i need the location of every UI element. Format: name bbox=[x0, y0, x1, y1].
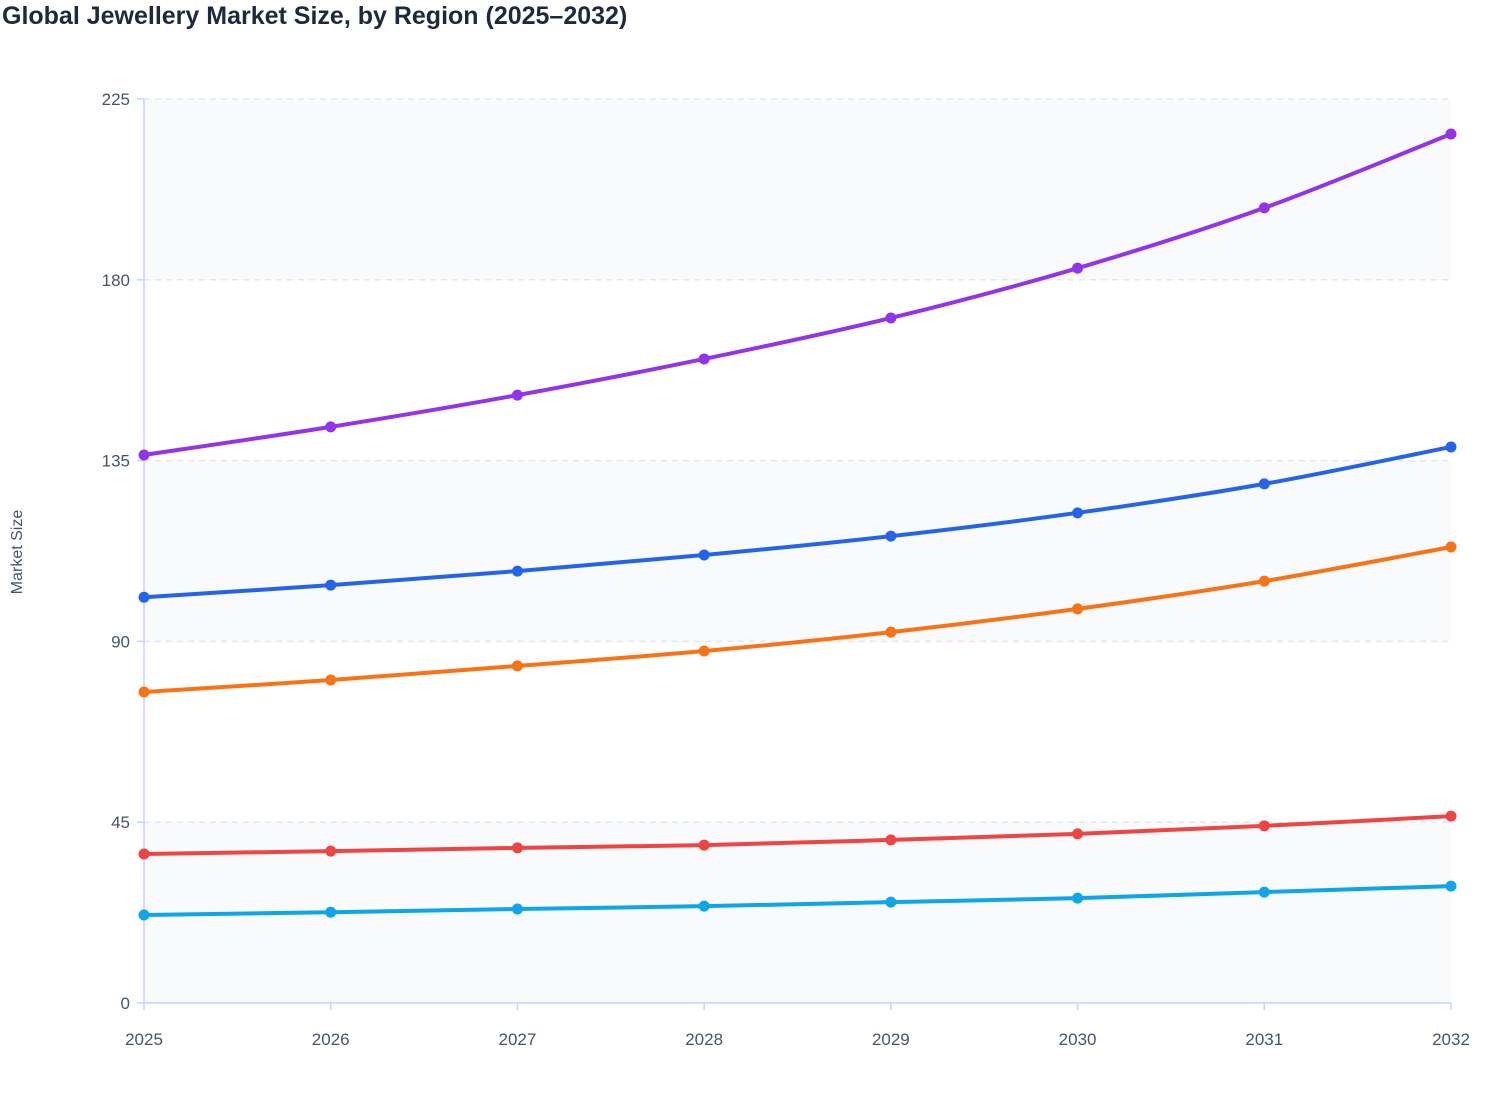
data-point bbox=[138, 686, 150, 698]
data-point bbox=[1072, 828, 1084, 840]
data-point bbox=[511, 903, 523, 915]
data-point bbox=[698, 353, 710, 365]
data-point bbox=[138, 848, 150, 860]
y-tick-label: 135 bbox=[102, 452, 130, 471]
series-line-2 bbox=[142, 444, 1453, 600]
data-point bbox=[885, 530, 897, 542]
background-bands bbox=[144, 99, 1451, 1003]
axes: 0 45 90 135 180 225 2025 2026 2027 2028 2029 2030 20… bbox=[102, 90, 1470, 1049]
y-tick-label: 0 bbox=[121, 994, 130, 1013]
x-tick-label: 2032 bbox=[1432, 1030, 1470, 1049]
data-point bbox=[698, 645, 710, 657]
data-point bbox=[511, 565, 523, 577]
data-point bbox=[1445, 541, 1457, 553]
data-point bbox=[1258, 820, 1270, 832]
data-point bbox=[325, 421, 337, 433]
data-point bbox=[885, 896, 897, 908]
y-axis-label: Market Size bbox=[9, 510, 26, 595]
data-point bbox=[325, 845, 337, 857]
series-line-4 bbox=[142, 814, 1453, 856]
x-tick-label: 2029 bbox=[872, 1030, 910, 1049]
background-band bbox=[144, 99, 1451, 280]
data-point bbox=[1445, 880, 1457, 892]
background-band bbox=[144, 460, 1451, 642]
data-point bbox=[1072, 262, 1084, 274]
series-line-1 bbox=[142, 131, 1453, 457]
data-point bbox=[138, 449, 150, 461]
x-tick-label: 2025 bbox=[125, 1030, 163, 1049]
data-point bbox=[1258, 478, 1270, 490]
data-point bbox=[138, 909, 150, 921]
data-point bbox=[698, 839, 710, 851]
data-point bbox=[1445, 441, 1457, 453]
series-lines bbox=[138, 128, 1457, 921]
series-line-3 bbox=[142, 544, 1453, 695]
data-point bbox=[1072, 507, 1084, 519]
x-tick-label: 2031 bbox=[1245, 1030, 1283, 1049]
data-point bbox=[1445, 810, 1457, 822]
data-point bbox=[325, 674, 337, 686]
series-line-5 bbox=[142, 884, 1453, 918]
data-point bbox=[698, 549, 710, 561]
data-point bbox=[511, 842, 523, 854]
y-tick-label: 225 bbox=[102, 90, 130, 109]
data-point bbox=[885, 834, 897, 846]
x-tick-label: 2026 bbox=[312, 1030, 350, 1049]
y-tick-label: 45 bbox=[111, 813, 130, 832]
data-point bbox=[1072, 892, 1084, 904]
x-tick-label: 2027 bbox=[499, 1030, 537, 1049]
y-tick-label: 180 bbox=[102, 271, 130, 290]
data-point bbox=[698, 900, 710, 912]
data-point bbox=[1258, 575, 1270, 587]
y-tick-label: 90 bbox=[111, 632, 130, 651]
data-point bbox=[511, 389, 523, 401]
data-point bbox=[1258, 886, 1270, 898]
data-point bbox=[325, 579, 337, 591]
data-point bbox=[885, 312, 897, 324]
data-point bbox=[325, 906, 337, 918]
x-tick-label: 2030 bbox=[1059, 1030, 1097, 1049]
data-point bbox=[1072, 603, 1084, 615]
data-point bbox=[1258, 202, 1270, 214]
data-point bbox=[138, 591, 150, 603]
data-point bbox=[1445, 128, 1457, 140]
chart-title: Global Jewellery Market Size, by Region … bbox=[2, 2, 628, 30]
data-point bbox=[511, 660, 523, 672]
x-tick-label: 2028 bbox=[685, 1030, 723, 1049]
data-point bbox=[885, 626, 897, 638]
